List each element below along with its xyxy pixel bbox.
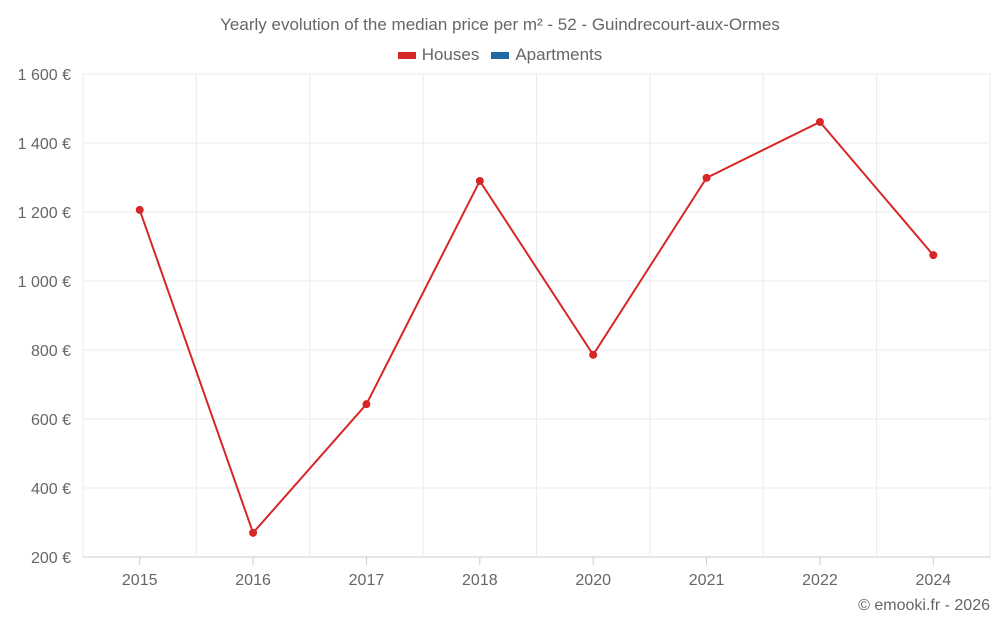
y-tick-label: 200 € [31, 550, 71, 567]
legend-swatch-houses [397, 51, 416, 59]
y-tick-label: 1 200 € [18, 205, 71, 222]
y-tick-label: 400 € [31, 481, 71, 498]
legend-label-apartments: Apartments [515, 45, 603, 64]
y-tick-label: 600 € [31, 412, 71, 429]
legend: Houses Apartments [0, 45, 1000, 65]
x-tick-label: 2020 [575, 572, 611, 589]
x-tick-label: 2018 [462, 572, 498, 589]
data-point-houses [135, 205, 144, 214]
x-tick-label: 2022 [802, 572, 838, 589]
legend-item-apartments[interactable]: Apartments [491, 45, 602, 65]
data-point-houses [929, 251, 938, 260]
y-tick-label: 1 600 € [18, 67, 71, 84]
data-point-houses [702, 173, 711, 182]
x-tick-label: 2017 [349, 572, 385, 589]
x-tick-label: 2015 [122, 572, 158, 589]
credit: © emooki.fr - 2026 [858, 597, 990, 614]
legend-swatch-apartments [491, 51, 510, 59]
data-point-houses [362, 400, 371, 409]
x-tick-label: 2016 [235, 572, 271, 589]
y-tick-label: 1 000 € [18, 274, 71, 291]
data-point-houses [589, 350, 598, 359]
x-tick-label: 2021 [689, 572, 725, 589]
data-point-houses [249, 528, 258, 537]
series-line-houses [138, 120, 935, 535]
chart-title: Yearly evolution of the median price per… [220, 15, 780, 34]
data-point-houses [475, 176, 484, 185]
x-tick-label: 2024 [916, 572, 952, 589]
legend-label-houses: Houses [421, 45, 480, 64]
y-tick-label: 800 € [31, 343, 71, 360]
data-point-houses [815, 117, 824, 126]
legend-item-houses[interactable]: Houses [397, 45, 480, 65]
y-tick-label: 1 400 € [18, 136, 71, 153]
